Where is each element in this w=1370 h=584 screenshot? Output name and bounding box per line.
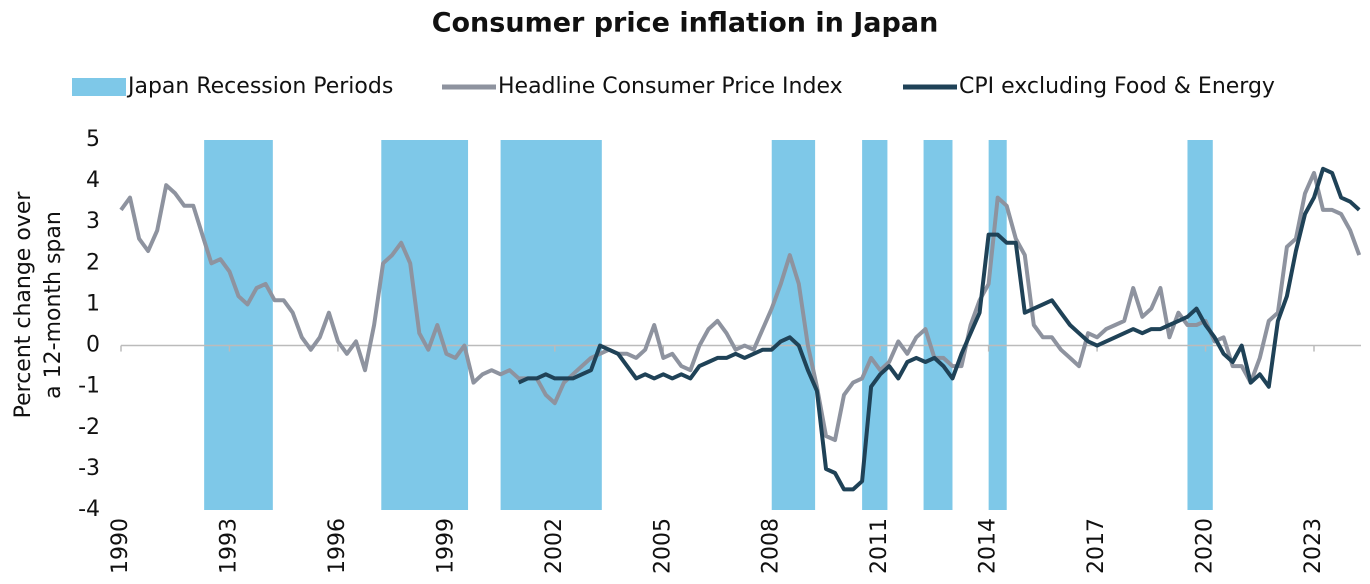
y-tick-label: 3 [86, 209, 100, 234]
x-tick-label: 1999 [433, 518, 458, 574]
series-line [517, 166, 1361, 492]
x-tick-label: 1993 [216, 518, 241, 574]
y-tick-label: 2 [86, 250, 100, 275]
y-tick-label: 5 [86, 127, 100, 152]
x-tick-label: 2005 [650, 518, 675, 574]
recession-band [923, 140, 953, 510]
x-tick-label: 2023 [1301, 518, 1326, 574]
y-tick-label: -2 [78, 415, 100, 440]
y-tick-label: -3 [78, 456, 100, 481]
x-tick-label: 2014 [976, 518, 1001, 574]
recession-band [381, 140, 469, 510]
recession-band [988, 140, 1007, 510]
x-tick-label: 2011 [867, 518, 892, 574]
legend-label: Japan Recession Periods [126, 74, 393, 99]
y-tick-label: 1 [86, 291, 100, 316]
series-line [119, 170, 1362, 443]
x-tick-label: 1996 [325, 518, 350, 574]
recession-band [771, 140, 816, 510]
y-tick-label: 0 [86, 333, 100, 358]
x-tick-label: 2020 [1193, 518, 1218, 574]
y-tick-label: 4 [86, 168, 100, 193]
y-tick-label: -4 [78, 497, 100, 522]
x-tick-label: 2008 [759, 518, 784, 574]
recession-band [204, 140, 273, 510]
y-axis-label: a 12-month span [41, 211, 66, 399]
legend-label: CPI excluding Food & Energy [959, 74, 1275, 99]
recession-band [500, 140, 602, 510]
x-tick-label: 1990 [108, 518, 133, 574]
x-tick-label: 2002 [542, 518, 567, 574]
x-tick-label: 2017 [1084, 518, 1109, 574]
y-tick-label: -1 [78, 374, 100, 399]
legend-label: Headline Consumer Price Index [498, 74, 843, 99]
legend-swatch [72, 78, 126, 96]
chart-title: Consumer price inflation in Japan [432, 8, 939, 39]
y-axis-label: Percent change over [11, 191, 36, 419]
